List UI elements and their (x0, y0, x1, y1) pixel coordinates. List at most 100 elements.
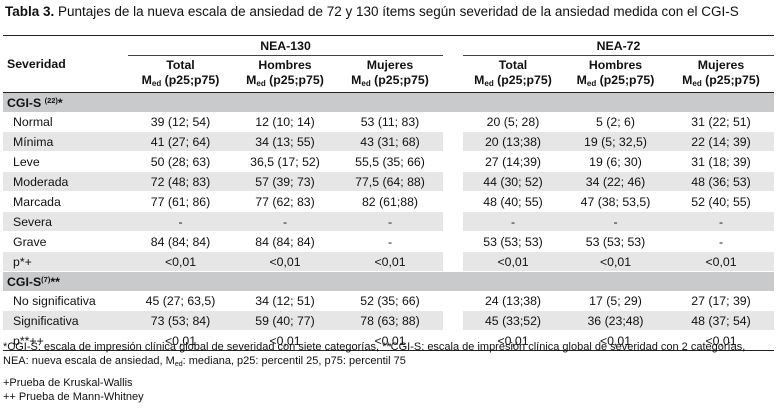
cell-value: 53 (11; 83) (337, 112, 443, 132)
cell-value: 84 (84; 84) (233, 231, 337, 252)
cell-value: 52 (40; 55) (668, 191, 775, 212)
cell-value: <0,01 (563, 251, 668, 272)
cell-value: <0,01 (128, 251, 233, 272)
column-header: Hombres Med (p25;p75) (563, 55, 668, 93)
cell-value: 45 (27; 63,5) (128, 291, 233, 311)
cell-value: 34 (13; 55) (233, 131, 337, 152)
row-label: Normal (3, 112, 128, 132)
cell-value: 48 (36; 53) (668, 171, 775, 192)
column-gap (443, 211, 463, 232)
table-row: Significativa 73 (53; 84) 59 (40; 77) 78 (6… (3, 310, 775, 331)
cell-value: 36 (23;48) (563, 310, 668, 331)
column-gap (443, 310, 463, 331)
cell-value: <0,01 (668, 330, 775, 351)
column-header: Hombres Med (p25;p75) (233, 55, 337, 93)
cell-value: 5 (2; 6) (563, 112, 668, 132)
footnote-abbreviations: *CGI-S: escala de impresión clínica glob… (3, 340, 745, 372)
footnote-tests: +Prueba de Kruskal-Wallis ++ Prueba de M… (3, 376, 144, 404)
cell-value: 39 (12; 54) (128, 112, 233, 132)
column-gap (443, 231, 463, 252)
cell-value: 20 (13;38) (463, 131, 563, 152)
cell-value: 55,5 (35; 66) (337, 151, 443, 172)
cell-value: 48 (37; 54) (668, 310, 775, 331)
cell-value: 41 (27; 64) (128, 131, 233, 152)
cell-value: - (463, 211, 563, 232)
table-number: Tabla 3. (5, 4, 55, 19)
cell-value: 44 (30; 52) (463, 171, 563, 192)
cell-value: 20 (5; 28) (463, 112, 563, 132)
header-gap (443, 35, 463, 56)
cell-value: <0,01 (337, 251, 443, 272)
column-gap (443, 171, 463, 192)
cell-value: 47 (38; 53,5) (563, 191, 668, 212)
column-header: Total Med (p25;p75) (128, 55, 233, 93)
table-row: Severa - - - - - - (3, 211, 775, 232)
row-label: No significativa (3, 291, 128, 311)
row-label: p*+ (3, 251, 128, 272)
table-row: p**++ <0,01 <0,01 <0,01 <0,01 <0,01 <0,01 (3, 330, 775, 351)
cell-value: <0,01 (337, 330, 443, 351)
cell-value: 78 (63; 88) (337, 310, 443, 331)
row-label: Marcada (3, 191, 128, 212)
data-table: Severidad NEA-130 NEA-72 Total Med (p25;p… (3, 35, 775, 351)
header-group-nea72: NEA-72 (463, 35, 775, 56)
cell-value: 22 (14; 39) (668, 131, 775, 152)
column-gap (443, 330, 463, 351)
row-label: p**++ (3, 330, 128, 351)
cell-value: 53 (53; 53) (563, 231, 668, 252)
cell-value: 24 (13;38) (463, 291, 563, 311)
cell-value: - (128, 211, 233, 232)
column-gap (443, 151, 463, 172)
cell-value: <0,01 (668, 251, 775, 272)
cell-value: 84 (84; 84) (128, 231, 233, 252)
column-header: Mujeres Med (p25;p75) (337, 55, 443, 93)
table-row: No significativa 45 (27; 63,5) 34 (12; 51)… (3, 291, 775, 311)
cell-value: 77 (62; 83) (233, 191, 337, 212)
cell-value: 77,5 (64; 88) (337, 171, 443, 192)
table-row: Marcada 77 (61; 86) 77 (62; 83) 82 (61;88) 4… (3, 191, 775, 212)
section-label: CGI-S (22)* (3, 92, 775, 112)
cell-value: <0,01 (463, 330, 563, 351)
section-cgis-7: CGI-S (22)* (3, 92, 775, 112)
section-label: CGI-S(7)** (3, 271, 775, 291)
row-label: Severa (3, 211, 128, 232)
cell-value: 19 (6; 30) (563, 151, 668, 172)
cell-value: 27 (14;39) (463, 151, 563, 172)
cell-value: - (563, 211, 668, 232)
cell-value: <0,01 (233, 251, 337, 272)
cell-value: 59 (40; 77) (233, 310, 337, 331)
header-severity: Severidad (3, 35, 128, 93)
cell-value: 19 (5; 32,5) (563, 131, 668, 152)
column-gap (443, 131, 463, 152)
cell-value: 57 (39; 73) (233, 171, 337, 192)
cell-value: - (233, 211, 337, 232)
cell-value: 12 (10; 14) (233, 112, 337, 132)
cell-value: 17 (5; 29) (563, 291, 668, 311)
column-gap (443, 112, 463, 132)
cell-value: 34 (22; 46) (563, 171, 668, 192)
row-label: Moderada (3, 171, 128, 192)
table-row: Leve 50 (28; 63) 36,5 (17; 52) 55,5 (35; 66… (3, 151, 775, 172)
column-header: Total Med (p25;p75) (463, 55, 563, 93)
footnote-line-1: *CGI-S: escala de impresión clínica glob… (3, 341, 746, 353)
cell-value: 31 (22; 51) (668, 112, 775, 132)
header-row-groups: Severidad NEA-130 NEA-72 (3, 35, 775, 93)
cell-value: 31 (18; 39) (668, 151, 775, 172)
row-label: Mínima (3, 131, 128, 152)
row-label: Significativa (3, 310, 128, 331)
cell-value: <0,01 (463, 251, 563, 272)
cell-value: 45 (33;52) (463, 310, 563, 331)
cell-value: <0,01 (233, 330, 337, 351)
section-cgis-2: CGI-S(7)** (3, 271, 775, 291)
cell-value: - (337, 231, 443, 252)
row-label: Grave (3, 231, 128, 252)
cell-value: 52 (35; 66) (337, 291, 443, 311)
cell-value: - (668, 211, 775, 232)
cell-value: 53 (53; 53) (463, 231, 563, 252)
cell-value: 50 (28; 63) (128, 151, 233, 172)
cell-value: <0,01 (563, 330, 668, 351)
header-group-nea130: NEA-130 (128, 35, 443, 56)
cell-value: 43 (31; 68) (337, 131, 443, 152)
column-gap (443, 191, 463, 212)
cell-value: 72 (48; 83) (128, 171, 233, 192)
